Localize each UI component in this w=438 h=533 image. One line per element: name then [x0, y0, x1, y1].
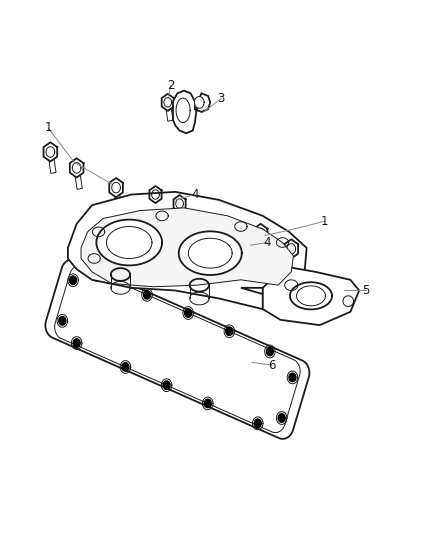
Polygon shape — [238, 229, 250, 246]
Text: 2: 2 — [167, 79, 175, 92]
Text: 1: 1 — [44, 122, 52, 134]
Polygon shape — [165, 102, 173, 122]
Polygon shape — [113, 187, 122, 209]
Polygon shape — [173, 91, 210, 133]
Polygon shape — [144, 290, 151, 299]
Polygon shape — [48, 151, 56, 173]
Polygon shape — [73, 339, 80, 348]
Polygon shape — [241, 237, 251, 265]
Polygon shape — [266, 348, 273, 356]
Polygon shape — [204, 399, 211, 408]
Polygon shape — [291, 283, 331, 309]
Text: 1: 1 — [320, 215, 328, 228]
Polygon shape — [59, 317, 66, 325]
Polygon shape — [70, 158, 84, 177]
Polygon shape — [219, 224, 228, 253]
Polygon shape — [68, 192, 307, 309]
Text: 5: 5 — [362, 284, 369, 297]
Polygon shape — [173, 195, 186, 212]
Polygon shape — [254, 419, 261, 427]
Polygon shape — [289, 373, 296, 382]
Polygon shape — [284, 239, 298, 259]
Polygon shape — [163, 381, 170, 390]
Polygon shape — [177, 99, 190, 122]
Polygon shape — [98, 221, 161, 264]
Text: 4: 4 — [263, 236, 271, 249]
Polygon shape — [94, 271, 101, 279]
Polygon shape — [185, 309, 192, 317]
Polygon shape — [254, 224, 268, 243]
Text: 4: 4 — [191, 188, 199, 201]
Polygon shape — [109, 178, 123, 197]
Polygon shape — [122, 362, 129, 371]
Polygon shape — [46, 260, 309, 439]
Polygon shape — [195, 97, 204, 108]
Polygon shape — [180, 233, 240, 273]
Polygon shape — [289, 248, 297, 270]
Polygon shape — [278, 414, 285, 422]
Polygon shape — [258, 233, 266, 255]
Polygon shape — [162, 94, 174, 111]
Polygon shape — [70, 276, 77, 285]
Polygon shape — [263, 266, 359, 325]
Text: 3: 3 — [218, 92, 225, 105]
Polygon shape — [43, 142, 57, 161]
Polygon shape — [149, 186, 162, 203]
Polygon shape — [177, 203, 186, 231]
Polygon shape — [153, 194, 162, 222]
Polygon shape — [74, 167, 82, 189]
Text: 6: 6 — [268, 359, 276, 372]
Polygon shape — [226, 327, 233, 336]
Polygon shape — [215, 216, 227, 233]
Polygon shape — [81, 208, 293, 287]
